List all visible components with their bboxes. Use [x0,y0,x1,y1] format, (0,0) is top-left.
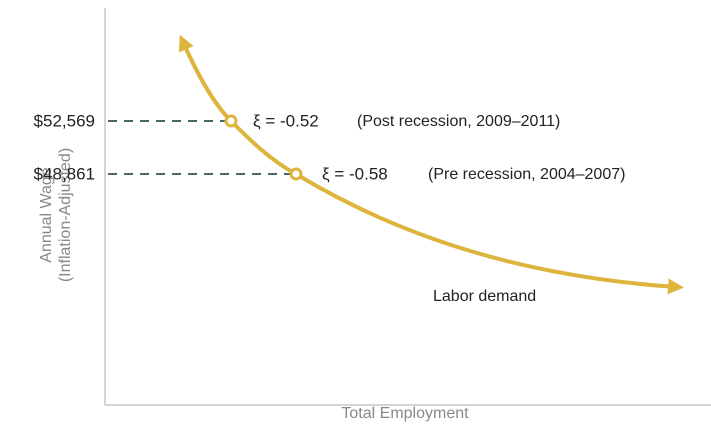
period-label: (Pre recession, 2004–2007) [428,166,625,183]
y-axis-label: Annual Wage (Inflation-Adjusted) [38,148,74,282]
curve-label: Labor demand [433,288,536,305]
wage-label: $48,861 [34,164,95,183]
x-axis-label: Total Employment [341,405,469,422]
elasticity-label: ξ = -0.52 [253,111,319,130]
y-axis-label-line: Annual Wage [38,167,55,263]
period-label: (Post recession, 2009–2011) [357,113,560,130]
demand-curve [178,34,684,295]
point [289,167,303,181]
point [224,114,238,128]
elasticity-label: ξ = -0.58 [322,164,388,183]
wage-label: $52,569 [34,111,95,130]
y-axis-label-line: (Inflation-Adjusted) [57,148,74,282]
